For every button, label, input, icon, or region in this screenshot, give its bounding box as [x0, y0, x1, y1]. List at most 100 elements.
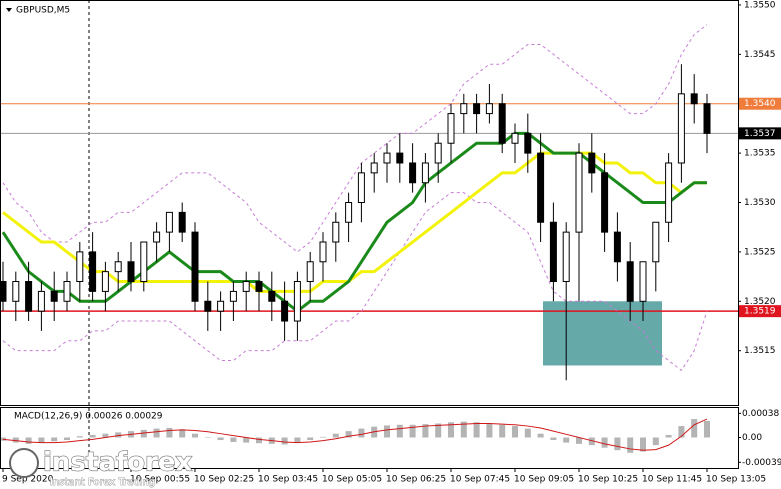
candle-body — [140, 241, 148, 283]
macd-bar — [345, 431, 352, 438]
macd-bar — [550, 437, 557, 441]
macd-bar — [64, 437, 70, 441]
macd-bar — [384, 425, 390, 438]
signal-line — [2, 418, 708, 451]
macd-bar — [243, 437, 250, 443]
candle-body — [690, 93, 698, 105]
macd-bar — [665, 434, 672, 438]
macd-bar — [627, 437, 634, 453]
price-label-bg — [739, 97, 781, 110]
x-tick-label: 10 Sep 07:45 — [450, 475, 510, 485]
price-label: 1.3537 — [744, 129, 776, 139]
x-tick-label: 10 Sep 10:25 — [578, 475, 638, 485]
macd-bar — [166, 427, 173, 438]
candle-body — [127, 261, 135, 283]
candle-body — [409, 162, 417, 184]
macd-bar — [179, 429, 186, 438]
macd-bar — [652, 437, 659, 446]
x-tick-label: 10 Sep 02:25 — [194, 475, 254, 485]
candle-body — [447, 113, 455, 144]
candle-body — [524, 132, 532, 154]
candle-body — [255, 281, 263, 292]
macd-bar — [473, 422, 480, 438]
candle-body — [703, 103, 711, 134]
x-tick-label: 10 Sep 11:45 — [642, 475, 702, 485]
candle-body — [178, 211, 186, 233]
macd-bar — [678, 426, 685, 438]
candle-body — [601, 172, 609, 233]
price-label: 1.3519 — [744, 307, 776, 317]
price-pane-border — [0, 0, 739, 406]
candle-body — [306, 261, 314, 283]
macd-pane-border — [0, 407, 739, 469]
candle-body — [588, 152, 596, 174]
macd-bar — [409, 424, 416, 438]
x-tick-label: 10 Sep 05:05 — [322, 475, 382, 485]
macd-bar — [192, 433, 198, 438]
macd-bar — [140, 429, 147, 438]
candle-body — [473, 103, 481, 115]
price-label: 1.3540 — [744, 99, 776, 109]
macd-bar — [204, 437, 211, 438]
candle-body — [204, 300, 212, 312]
chart-title: GBPUSD,M5 — [16, 6, 70, 16]
candle-body — [460, 103, 468, 115]
macd-bar — [422, 424, 429, 438]
candle-body — [76, 251, 84, 283]
candle-body — [626, 261, 634, 302]
macd-bar — [230, 437, 237, 442]
candle-body — [268, 290, 276, 302]
macd-bar — [332, 433, 339, 438]
candle-body — [639, 261, 647, 302]
candle-body — [511, 132, 519, 144]
y-tick-label: -0.00039 — [742, 458, 781, 468]
x-tick-label: 10 Sep 06:25 — [386, 475, 446, 485]
y-tick-label: 0.00038 — [742, 409, 779, 419]
candle-body — [319, 241, 327, 263]
y-tick-label: 1.3550 — [744, 0, 776, 10]
candle-body — [191, 231, 199, 302]
candle-body — [12, 281, 20, 302]
y-tick-label: 1.3520 — [744, 297, 776, 307]
y-tick-label: 1.3515 — [744, 346, 776, 356]
macd-bar — [588, 437, 595, 446]
macd-title: MACD(12,26,9) 0.00026 0.00029 — [14, 412, 163, 422]
candle-body — [434, 142, 442, 164]
macd-bar — [704, 420, 710, 438]
candle-body — [357, 172, 365, 204]
candle-body — [652, 221, 660, 263]
x-tick-label: 10 Sep 13:05 — [706, 475, 766, 485]
macd-bar — [537, 433, 544, 438]
candle-body — [485, 103, 493, 115]
candle-body — [562, 231, 570, 283]
macd-bar — [601, 437, 608, 448]
menu-arrow[interactable] — [6, 8, 12, 12]
macd-bar — [217, 437, 224, 441]
macd-bar — [320, 436, 326, 438]
candle-body — [677, 93, 685, 164]
y-tick-label: 1.3525 — [744, 247, 776, 257]
price-label-bg — [739, 305, 781, 318]
macd-bar — [499, 424, 506, 438]
candle-body — [0, 281, 7, 302]
macd-bar — [576, 437, 582, 444]
macd-bar — [115, 432, 122, 438]
macd-bar — [691, 419, 698, 438]
candle-body — [153, 231, 161, 243]
candle-body — [665, 162, 673, 223]
macd-bar — [51, 437, 58, 442]
candle-body — [383, 152, 391, 164]
macd-bar — [76, 436, 83, 438]
candle-body — [37, 290, 45, 312]
price-label-bg — [739, 127, 781, 140]
macd-bar — [460, 421, 467, 438]
macd-bar — [38, 437, 45, 443]
x-tick-label: 10 Sep 00:55 — [130, 475, 190, 485]
macd-bar — [512, 426, 518, 438]
candle-body — [165, 211, 173, 233]
candle-body — [421, 162, 429, 184]
macd-bar — [563, 437, 570, 443]
candle-body — [229, 290, 237, 302]
macd-bar — [0, 437, 6, 441]
candle-body — [25, 281, 33, 312]
